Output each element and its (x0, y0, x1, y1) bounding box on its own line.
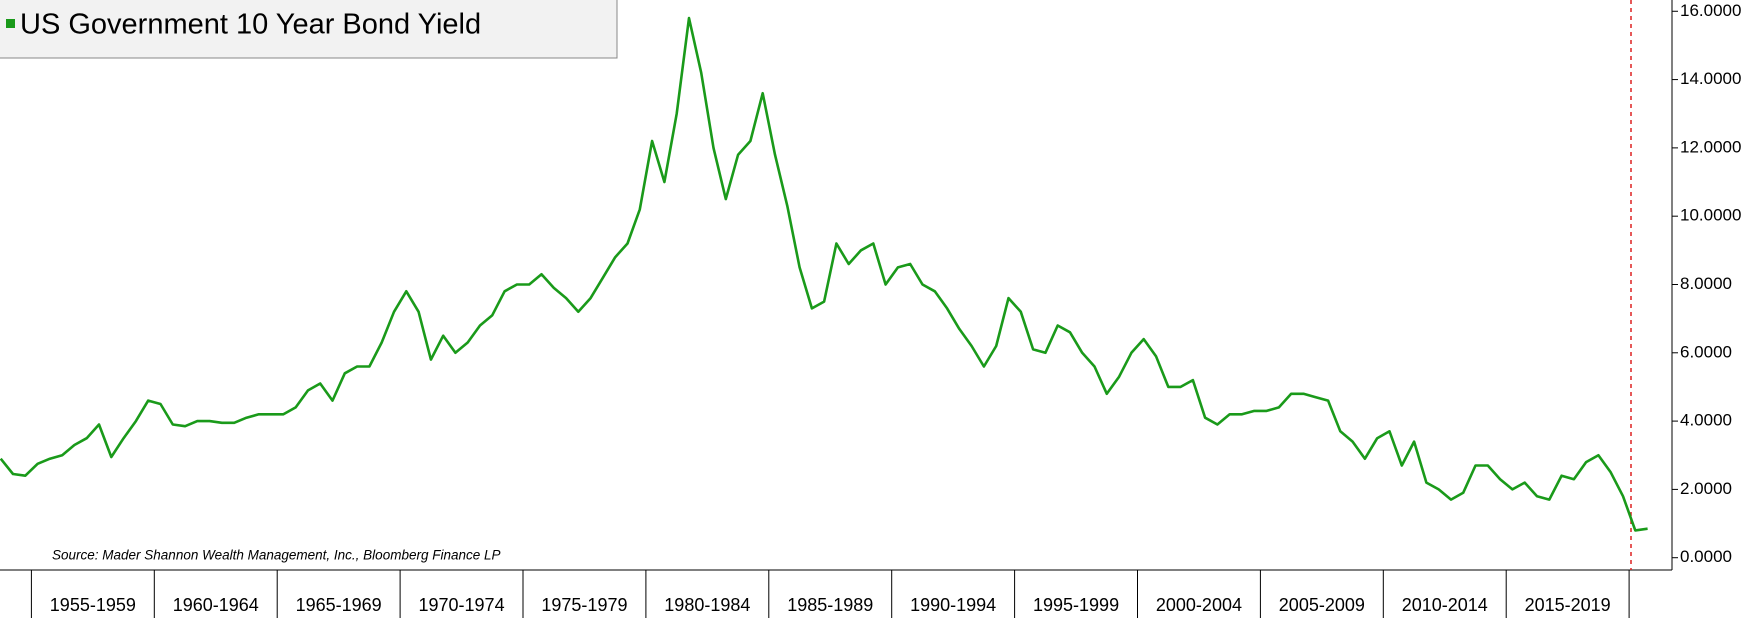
x-tick-label: 1970-1974 (419, 595, 505, 615)
x-tick-label: 2005-2009 (1279, 595, 1365, 615)
x-tick-label: 2015-2019 (1525, 595, 1611, 615)
x-tick-label: 1980-1984 (664, 595, 750, 615)
x-tick-label: 1960-1964 (173, 595, 259, 615)
x-tick-label: 2010-2014 (1402, 595, 1488, 615)
y-tick-label: 8.0000 (1680, 274, 1732, 293)
legend: US Government 10 Year Bond Yield (0, 0, 618, 59)
x-tick-label: 1975-1979 (541, 595, 627, 615)
series-line (0, 16, 1648, 532)
x-tick-label: 1965-1969 (296, 595, 382, 615)
x-tick-label: 1955-1959 (50, 595, 136, 615)
x-tick-label: 2000-2004 (1156, 595, 1242, 615)
y-tick-label: 12.0000 (1680, 137, 1741, 156)
legend-label: US Government 10 Year Bond Yield (20, 9, 481, 41)
y-tick-label: 2.0000 (1680, 479, 1732, 498)
y-tick-label: 0.0000 (1680, 547, 1732, 566)
legend-box (0, 0, 618, 59)
legend-swatch (6, 19, 15, 28)
y-tick-label: 4.0000 (1680, 411, 1732, 430)
y-tick-label: 14.0000 (1680, 69, 1741, 88)
y-tick-label: 6.0000 (1680, 342, 1732, 361)
x-tick-label: 1985-1989 (787, 595, 873, 615)
y-tick-label: 10.0000 (1680, 206, 1741, 225)
source-note: Source: Mader Shannon Wealth Management,… (52, 548, 501, 563)
x-tick-label: 1995-1999 (1033, 595, 1119, 615)
x-tick-label: 1990-1994 (910, 595, 996, 615)
y-tick-label: 16.0000 (1680, 1, 1741, 20)
